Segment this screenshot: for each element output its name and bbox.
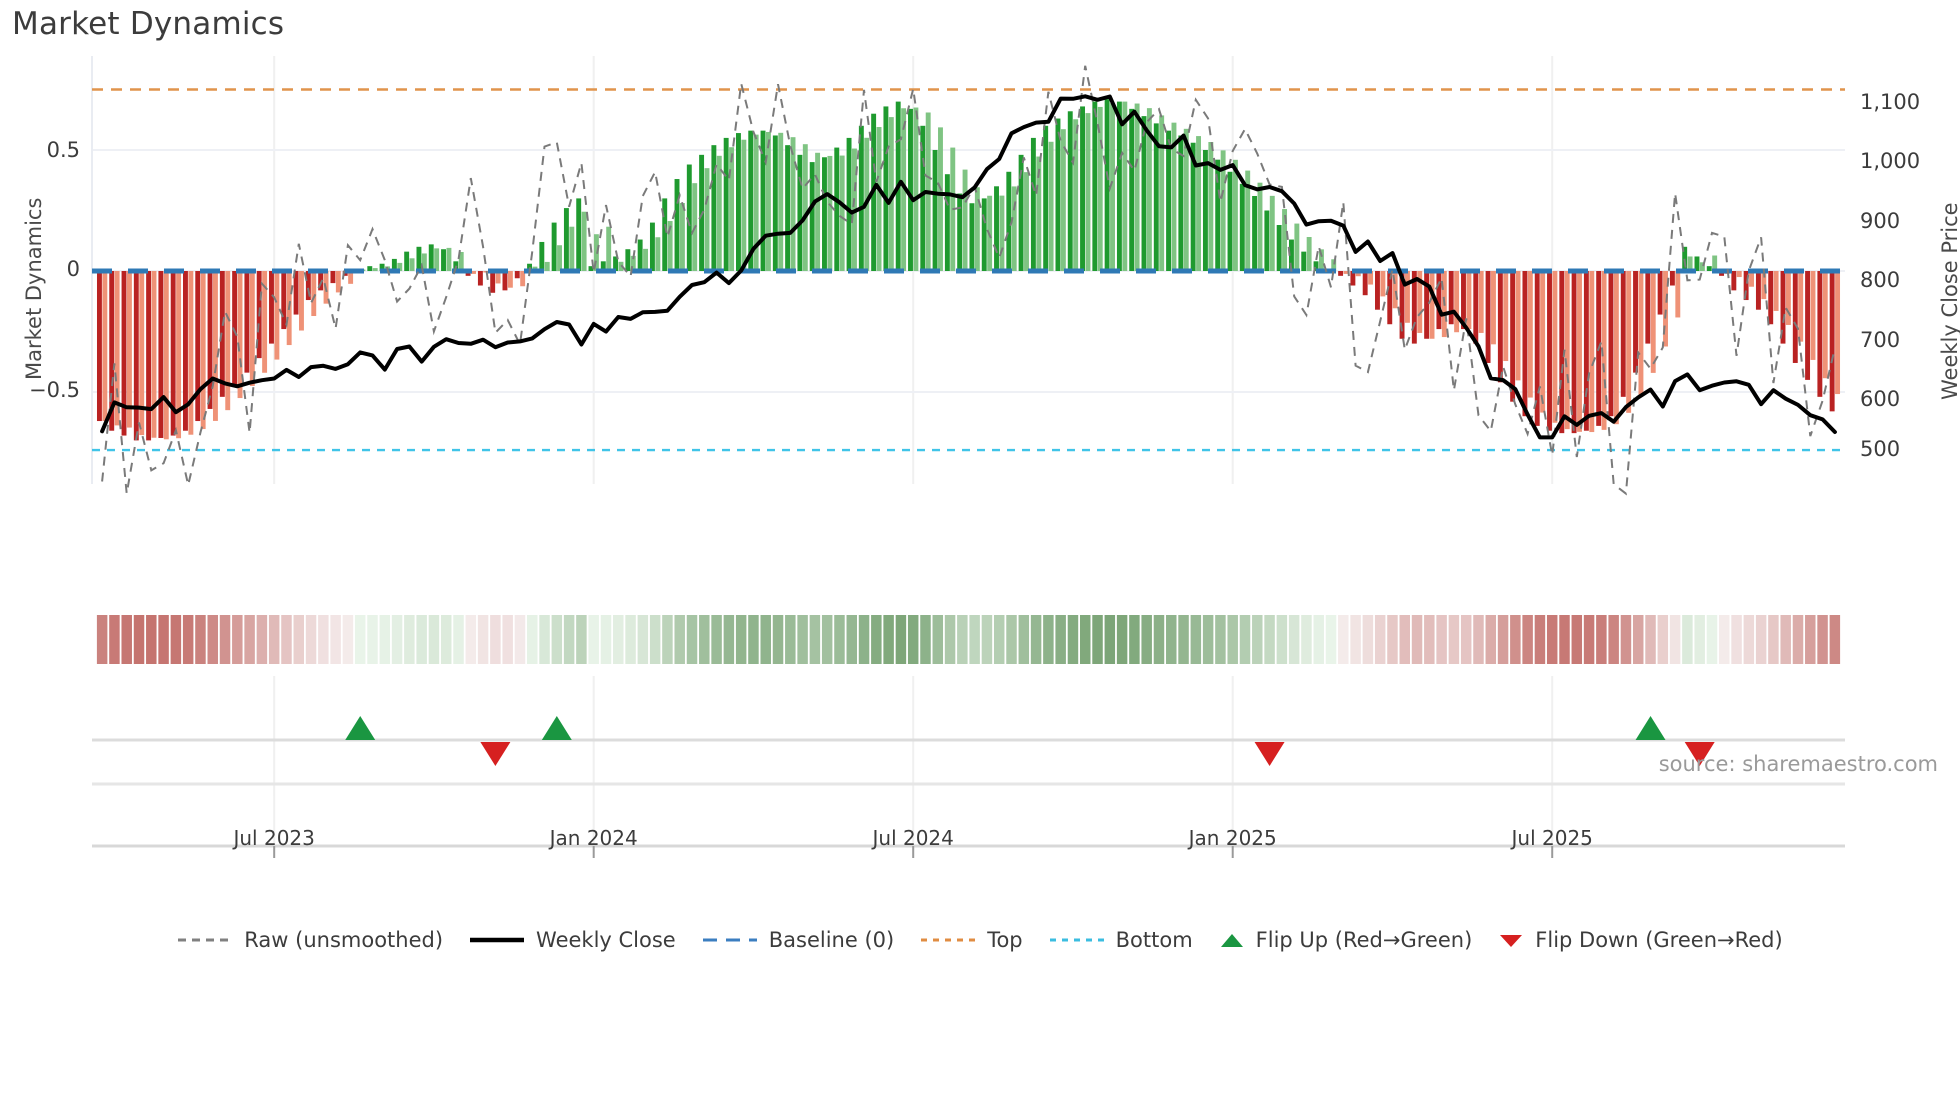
flip-down-marker bbox=[1254, 742, 1285, 766]
y-tick-left-2: −0.5 bbox=[29, 378, 80, 402]
y-axis-left-label: Market Dynamics bbox=[22, 197, 46, 380]
legend-item-label: Top bbox=[987, 928, 1023, 952]
legend-item-2[interactable]: Baseline (0) bbox=[702, 928, 894, 952]
y-tick-right-3: 800 bbox=[1860, 268, 1901, 292]
sentiment-heatmap-strip bbox=[92, 613, 1845, 666]
x-tick-4: Jul 2025 bbox=[1511, 826, 1593, 850]
legend-item-1[interactable]: Weekly Close bbox=[469, 928, 676, 952]
chart-legend: Raw (unsmoothed) Weekly Close Baseline (0)… bbox=[0, 928, 1960, 952]
legend-item-label: Flip Down (Green→Red) bbox=[1535, 928, 1783, 952]
dashed-orange-line-icon bbox=[920, 931, 976, 949]
y-tick-left-0: 0.5 bbox=[46, 138, 80, 162]
legend-item-label: Baseline (0) bbox=[768, 928, 895, 952]
y-axis-right-label: Weekly Close Price bbox=[1938, 202, 1960, 400]
legend-item-label: Flip Up (Red→Green) bbox=[1255, 928, 1473, 952]
legend-item-label: Weekly Close bbox=[536, 928, 676, 952]
y-tick-right-0: 1,100 bbox=[1860, 90, 1921, 114]
y-tick-right-6: 500 bbox=[1860, 437, 1901, 461]
legend-item-4[interactable]: Bottom bbox=[1049, 928, 1193, 952]
dashed-cyan-line-icon bbox=[1049, 931, 1105, 949]
dashed-blue-line-icon bbox=[702, 931, 758, 949]
x-tick-2: Jul 2024 bbox=[872, 826, 954, 850]
main-chart-plot bbox=[91, 56, 1845, 496]
y-tick-left-1: 0 bbox=[66, 257, 80, 281]
legend-item-3[interactable]: Top bbox=[920, 928, 1023, 952]
solid-black-line-icon bbox=[469, 931, 525, 949]
flip-down-marker bbox=[1684, 742, 1715, 766]
dashed-grey-line-icon bbox=[177, 931, 233, 949]
triangle-down-icon bbox=[1498, 931, 1524, 949]
y-tick-right-5: 600 bbox=[1860, 387, 1901, 411]
y-tick-right-2: 900 bbox=[1860, 209, 1901, 233]
page-title: Market Dynamics bbox=[12, 6, 285, 42]
flip-up-marker bbox=[345, 716, 376, 740]
flip-down-marker bbox=[480, 742, 511, 766]
flip-up-marker bbox=[541, 716, 572, 740]
x-tick-0: Jul 2023 bbox=[233, 826, 315, 850]
legend-item-5[interactable]: Flip Up (Red→Green) bbox=[1219, 928, 1473, 952]
y-tick-right-1: 1,000 bbox=[1860, 149, 1921, 173]
triangle-up-icon bbox=[1219, 931, 1245, 949]
legend-item-label: Bottom bbox=[1115, 928, 1193, 952]
y-tick-right-4: 700 bbox=[1860, 328, 1901, 352]
legend-item-6[interactable]: Flip Down (Green→Red) bbox=[1498, 928, 1783, 952]
flip-markers-panel bbox=[92, 676, 1845, 796]
flip-up-marker bbox=[1635, 716, 1666, 740]
x-tick-1: Jan 2024 bbox=[549, 826, 638, 850]
legend-item-0[interactable]: Raw (unsmoothed) bbox=[177, 928, 443, 952]
source-attribution: source: sharemaestro.com bbox=[1658, 752, 1938, 776]
x-axis bbox=[92, 796, 1845, 866]
legend-item-label: Raw (unsmoothed) bbox=[244, 928, 444, 952]
x-tick-3: Jan 2025 bbox=[1188, 826, 1277, 850]
